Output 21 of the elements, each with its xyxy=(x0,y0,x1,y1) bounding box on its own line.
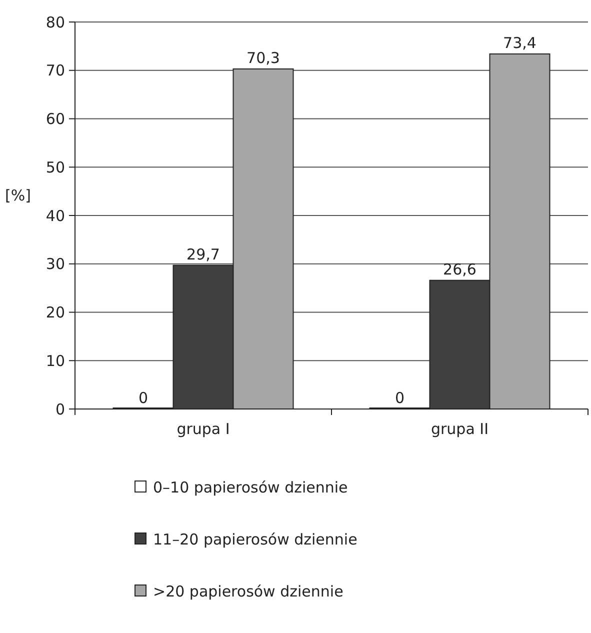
y-tick-label: 60 xyxy=(46,110,65,128)
data-label: 70,3 xyxy=(246,48,280,67)
y-tick-label: 10 xyxy=(46,352,65,370)
data-label: 0 xyxy=(394,389,405,407)
data-label: 29,7 xyxy=(186,245,220,264)
y-tick-label: 20 xyxy=(46,304,65,322)
y-tick-label: 50 xyxy=(46,158,65,176)
legend-label: 0–10 papierosów dziennie xyxy=(153,478,348,496)
data-label: 26,6 xyxy=(443,260,476,278)
x-tick-label: grupa I xyxy=(176,420,230,438)
legend-label: >20 papierosów dziennie xyxy=(153,582,344,600)
data-label: 73,4 xyxy=(503,34,536,52)
y-tick-label: 40 xyxy=(46,206,65,225)
legend-label: 11–20 papierosów dziennie xyxy=(153,530,358,548)
data-label: 0 xyxy=(138,389,148,407)
y-tick-label: 30 xyxy=(46,255,65,274)
y-tick-label: 70 xyxy=(46,62,65,80)
y-tick-label: 0 xyxy=(55,400,65,418)
x-tick-label: grupa II xyxy=(430,420,489,438)
y-tick-label: 80 xyxy=(46,13,65,32)
y-axis-title: [%] xyxy=(5,186,31,204)
